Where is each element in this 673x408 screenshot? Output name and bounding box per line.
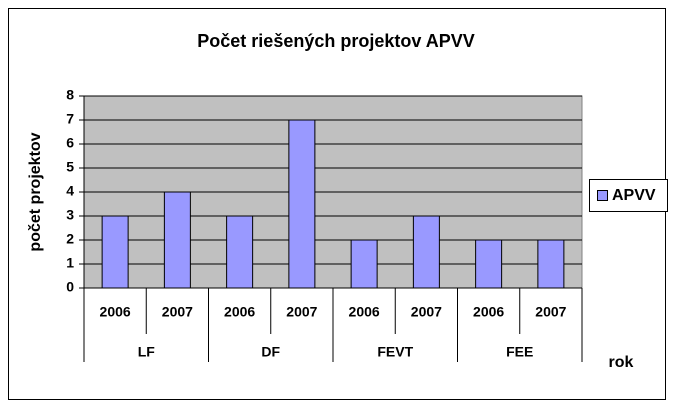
bar [350,239,378,289]
y-tick-label: 1 [66,255,74,271]
y-axis-label: počet projektov [27,132,44,251]
x-tick-label: 2007 [535,304,566,320]
x-tick-label: 2007 [162,304,193,320]
x-tick-label: 2007 [286,304,317,320]
y-tick-label: 7 [66,111,74,127]
group-label: LF [138,344,156,360]
y-tick-label: 4 [66,183,74,199]
group-label: FEE [506,344,533,360]
bar [163,191,191,289]
bar [537,239,565,289]
bar [226,215,254,289]
bar [101,215,129,289]
bar [475,239,503,289]
chart-title: Počet riešených projektov APVV [197,31,474,51]
group-label: DF [261,344,280,360]
x-tick-label: 2007 [411,304,442,320]
x-tick-label: 2006 [349,304,380,320]
x-axis-label: rok [609,354,634,371]
y-tick-label: 6 [66,135,74,151]
y-tick-label: 0 [66,279,74,295]
x-tick-label: 2006 [473,304,504,320]
x-tick-label: 2006 [224,304,255,320]
y-tick-label: 2 [66,231,74,247]
y-tick-label: 5 [66,159,74,175]
legend-label: APVV [612,187,656,204]
bar [288,119,316,289]
group-label: FEVT [377,344,413,360]
legend-swatch [597,190,608,201]
x-tick-label: 2006 [100,304,131,320]
y-tick-label: 3 [66,207,74,223]
bar [412,215,440,289]
y-tick-label: 8 [66,87,74,103]
